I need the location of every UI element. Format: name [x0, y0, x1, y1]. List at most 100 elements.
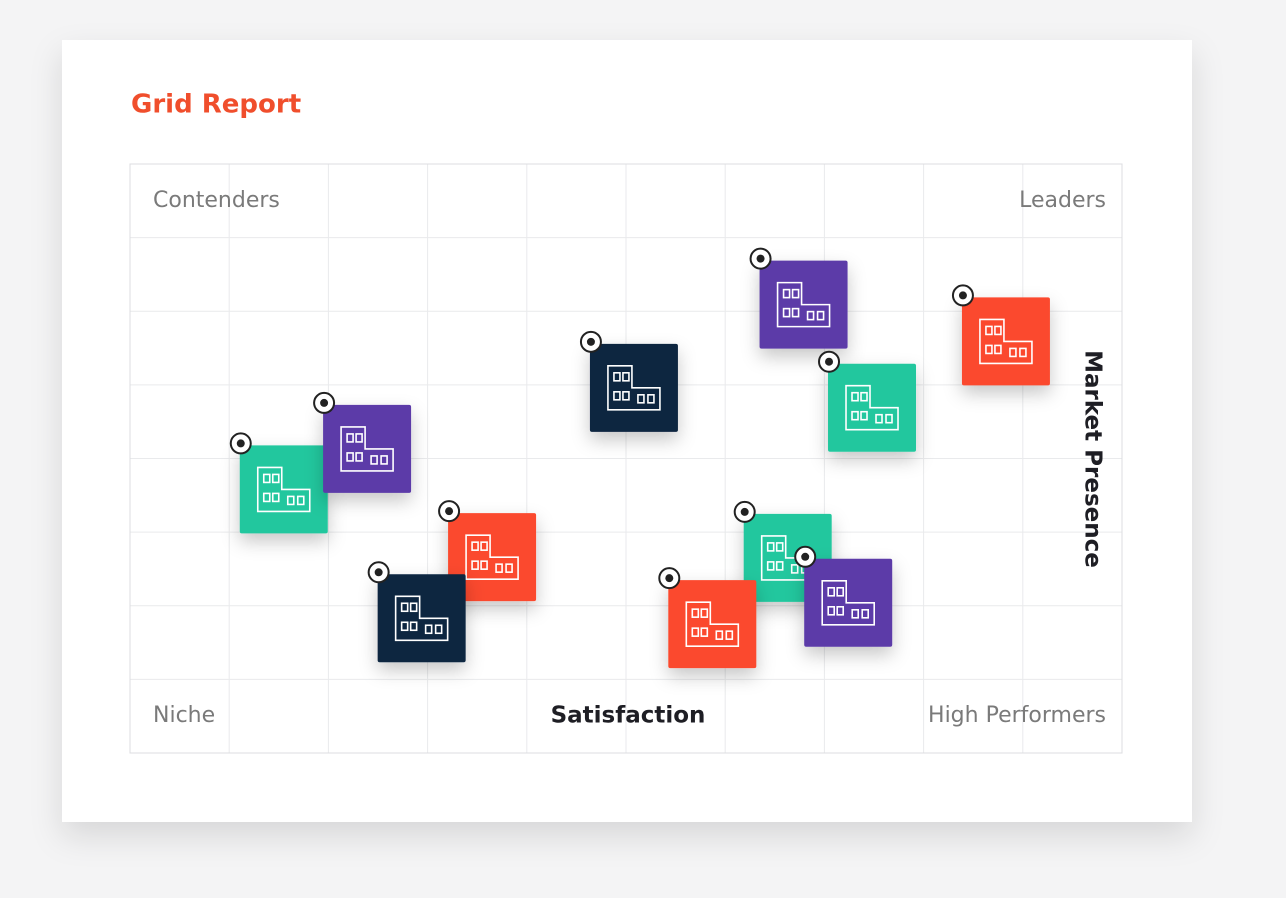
window	[861, 609, 870, 619]
pin-dot	[740, 507, 749, 516]
building-icon	[845, 384, 899, 431]
window	[700, 608, 709, 618]
pin-dot	[320, 398, 329, 407]
plot-area	[129, 163, 1123, 754]
window	[471, 560, 479, 570]
window	[424, 624, 433, 635]
window	[994, 344, 1002, 355]
window	[505, 563, 513, 573]
window	[851, 609, 860, 619]
pin-dot	[825, 357, 834, 366]
vendor-tile	[438, 500, 537, 602]
pin-dot	[445, 507, 454, 516]
vendor-tile	[749, 247, 848, 349]
window	[271, 492, 280, 503]
window	[860, 391, 868, 402]
window	[262, 492, 271, 503]
x-axis-label: Satisfaction	[551, 703, 706, 729]
pin-dot	[374, 568, 383, 577]
vendor-tile	[229, 432, 328, 534]
vendor-tile	[951, 284, 1050, 386]
window	[791, 307, 800, 318]
window	[715, 630, 724, 640]
building-outline	[394, 595, 449, 642]
window	[994, 325, 1002, 336]
building-outline	[607, 365, 661, 411]
window	[860, 410, 868, 421]
window	[1009, 347, 1017, 358]
building-icon	[821, 580, 876, 626]
window	[851, 391, 859, 402]
vendor-tile	[579, 330, 678, 432]
building-icon	[465, 534, 519, 580]
window	[836, 606, 845, 616]
pin-dot	[236, 439, 245, 448]
window	[836, 587, 845, 597]
window	[346, 433, 354, 443]
window	[622, 391, 630, 401]
window	[766, 561, 775, 571]
window	[806, 310, 815, 321]
window	[766, 542, 775, 552]
window	[691, 608, 700, 618]
building-outline	[340, 426, 394, 472]
window	[380, 455, 388, 465]
window	[1019, 347, 1027, 358]
window	[985, 325, 993, 336]
window	[782, 288, 791, 299]
quadrant-label: Contenders	[153, 188, 280, 213]
quadrant-label: High Performers	[928, 703, 1106, 728]
window	[286, 495, 295, 506]
window	[851, 410, 859, 421]
pin-dot	[801, 552, 810, 561]
window	[400, 602, 409, 613]
window	[471, 541, 479, 551]
window	[370, 455, 378, 465]
window	[775, 561, 784, 571]
building-icon	[776, 281, 831, 328]
window	[691, 627, 700, 637]
building-outline	[979, 318, 1033, 365]
tiles	[229, 247, 1050, 669]
window	[725, 630, 734, 640]
window	[700, 627, 709, 637]
window	[782, 307, 791, 318]
window	[400, 621, 409, 632]
building-icon	[394, 595, 449, 642]
pin-dot	[958, 291, 967, 300]
building-icon	[685, 601, 740, 647]
window	[790, 564, 799, 574]
window	[409, 602, 418, 613]
pin-dot	[586, 337, 595, 346]
window	[409, 621, 418, 632]
window	[791, 288, 800, 299]
window	[885, 413, 893, 424]
y-axis-label: Market Presence	[1080, 350, 1106, 568]
window	[637, 394, 645, 404]
chart-title: Grid Report	[131, 90, 301, 120]
pin-dot	[665, 574, 674, 583]
vendor-tile	[658, 567, 757, 669]
building-outline	[465, 534, 519, 580]
vendor-tile	[367, 561, 466, 663]
quadrant-label: Leaders	[1019, 188, 1106, 213]
window	[262, 473, 271, 484]
window	[355, 433, 363, 443]
building-outline	[845, 384, 899, 431]
window	[434, 624, 443, 635]
quadrant-label: Niche	[153, 703, 215, 728]
window	[985, 344, 993, 355]
building-outline	[821, 580, 876, 626]
window	[296, 495, 305, 506]
window	[816, 310, 825, 321]
window	[827, 587, 836, 597]
building-icon	[979, 318, 1033, 365]
window	[346, 452, 354, 462]
window	[480, 560, 488, 570]
window	[875, 413, 883, 424]
window	[622, 372, 630, 382]
window	[775, 542, 784, 552]
vendor-tile	[794, 545, 893, 647]
